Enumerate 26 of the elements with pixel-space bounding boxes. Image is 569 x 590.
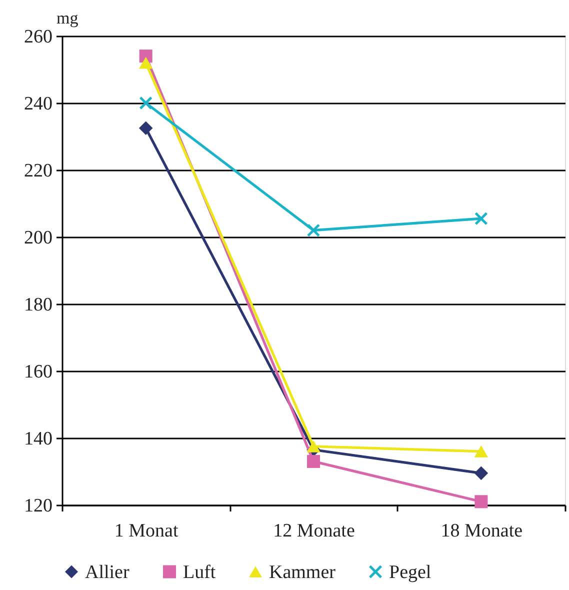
- legend-label: Kammer: [269, 562, 336, 583]
- point: [140, 96, 152, 110]
- point: [474, 466, 488, 480]
- x-tick-label: 18 Monate: [440, 520, 523, 542]
- y-tick-label: 140: [24, 428, 52, 450]
- y-tick-label: 180: [24, 294, 52, 316]
- point: [474, 495, 488, 508]
- point: [307, 224, 320, 237]
- y-tick-label: 160: [24, 362, 52, 382]
- y-tick-label: 240: [24, 94, 52, 114]
- point: [138, 56, 153, 69]
- legend-label: Allier: [85, 562, 130, 583]
- x-tick-label: 12 Monate: [273, 520, 355, 542]
- legend-label: Pegel: [389, 562, 432, 583]
- point: [306, 454, 320, 468]
- y-tick-label: 220: [24, 160, 52, 182]
- point: [306, 440, 320, 452]
- x-tick-label: 1 Monat: [114, 520, 179, 542]
- point: [474, 212, 488, 225]
- y-axis-title: mg: [56, 8, 79, 28]
- y-tick-label: 260: [24, 26, 52, 48]
- point: [474, 445, 488, 458]
- point: [138, 121, 153, 136]
- legend-label: Luft: [183, 562, 216, 583]
- y-tick-label: 120: [24, 496, 52, 516]
- y-tick-label: 200: [24, 228, 52, 248]
